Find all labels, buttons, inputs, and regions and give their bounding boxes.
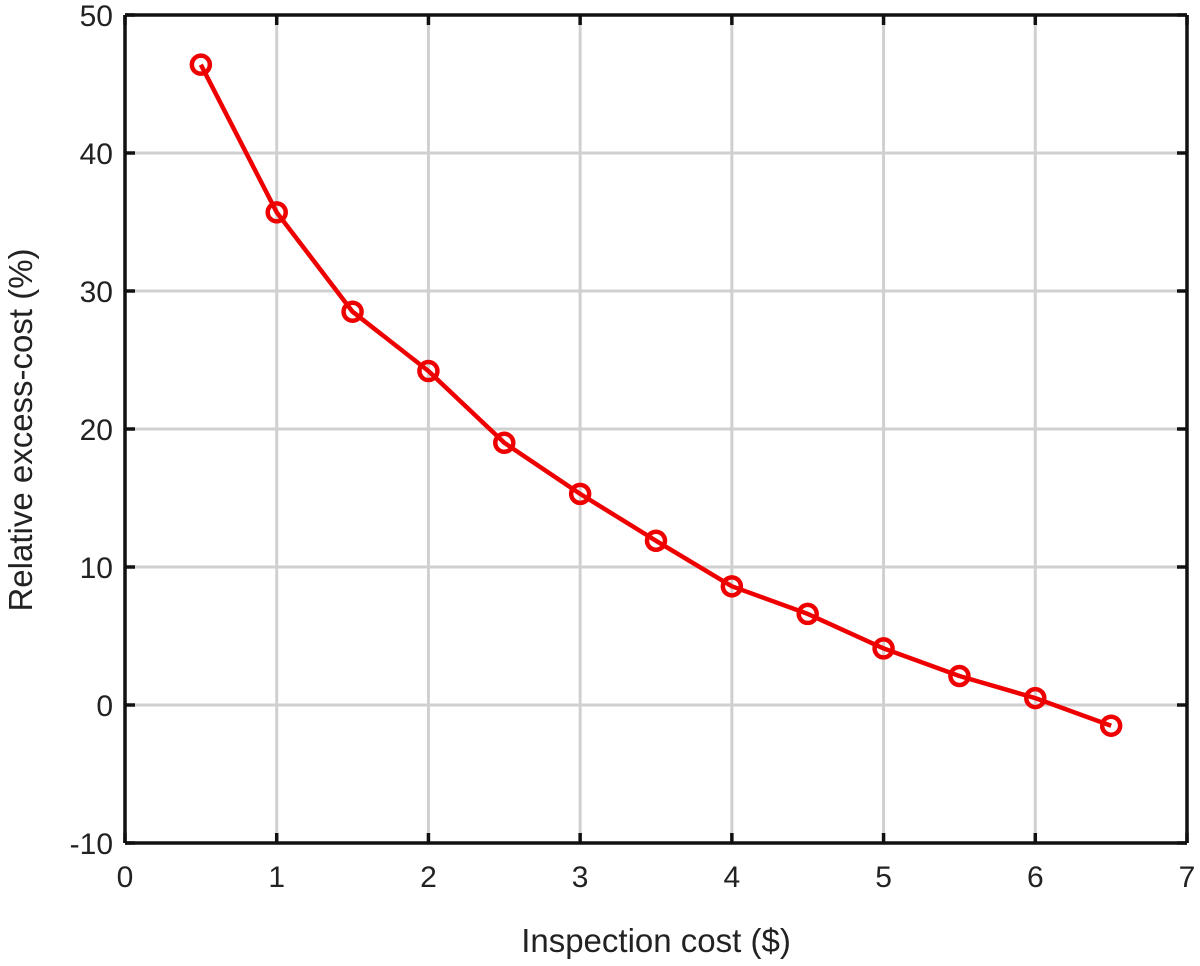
y-tick-label: 0 <box>96 690 113 723</box>
data-point <box>948 664 971 688</box>
data-point <box>417 359 440 383</box>
axes <box>123 13 1189 845</box>
x-tick-label: 4 <box>724 861 741 894</box>
x-tick-label: 7 <box>1179 861 1196 894</box>
data-point <box>265 201 288 224</box>
grid <box>123 13 1189 845</box>
data-point <box>872 637 895 660</box>
y-tick-label: 40 <box>80 138 113 171</box>
y-axis-label: Relative excess-cost (%) <box>2 248 39 611</box>
series-line <box>198 63 1112 728</box>
data-point <box>189 53 213 76</box>
y-tick-label: 50 <box>80 0 113 33</box>
data-point <box>341 300 364 323</box>
plot-area <box>189 53 1123 737</box>
y-tick-label: 30 <box>80 276 113 309</box>
x-tick-label: 5 <box>875 861 892 894</box>
y-tick-label: -10 <box>70 828 113 861</box>
data-point <box>493 431 516 455</box>
x-tick-label: 3 <box>572 861 589 894</box>
data-point <box>568 482 592 506</box>
data-point <box>720 575 744 598</box>
data-point <box>796 602 819 626</box>
x-axis-label: Inspection cost ($) <box>521 922 791 959</box>
x-tick-label: 6 <box>1027 861 1044 894</box>
data-point <box>644 529 668 553</box>
x-tick-label: 2 <box>420 861 437 894</box>
x-tick-label: 1 <box>268 861 285 894</box>
y-tick-label: 10 <box>80 552 113 585</box>
data-point <box>1099 714 1123 737</box>
data-point <box>1024 686 1047 710</box>
y-tick-label: 20 <box>80 414 113 447</box>
x-tick-label: 0 <box>117 861 134 894</box>
